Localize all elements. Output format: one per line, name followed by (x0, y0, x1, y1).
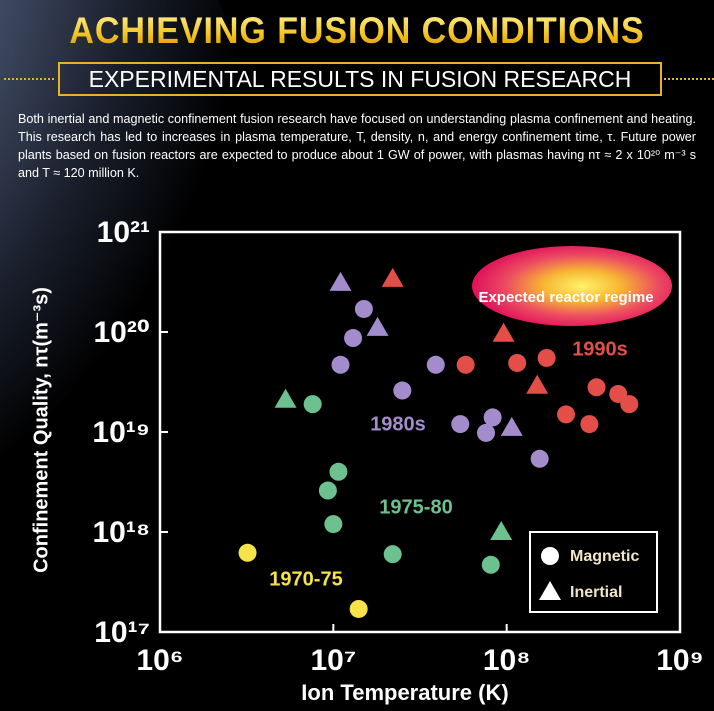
data-point (451, 415, 469, 433)
data-point (588, 378, 606, 396)
x-axis-label: Ion Temperature (K) (301, 680, 508, 705)
data-point (393, 382, 411, 400)
y-tick-label: 10²⁰ (94, 316, 151, 349)
data-point (382, 268, 404, 287)
y-tick-label: 10¹⁹ (92, 416, 150, 449)
data-point (508, 354, 526, 372)
data-point (304, 395, 322, 413)
data-point (501, 417, 523, 436)
series-label: 1975-80 (379, 496, 452, 518)
data-point (324, 515, 342, 533)
chart: Expected reactor regime Ion Temperature … (0, 0, 714, 711)
annotation: Expected reactor regime (478, 289, 653, 306)
data-point (457, 356, 475, 374)
x-tick-label: 10⁷ (310, 644, 356, 677)
data-point (427, 356, 445, 374)
data-point (319, 482, 337, 500)
legend-label: Magnetic (570, 548, 639, 565)
data-point (620, 395, 638, 413)
y-tick-label: 10¹⁸ (92, 516, 150, 549)
data-point (367, 317, 389, 336)
data-point (355, 300, 373, 318)
data-point (330, 272, 352, 291)
data-point (239, 544, 257, 562)
data-point (557, 405, 575, 423)
series-label: 1980s (370, 413, 426, 435)
reactor-regime (472, 246, 672, 326)
legend-label: Inertial (570, 584, 622, 601)
data-point (384, 545, 402, 563)
data-point (493, 323, 515, 342)
data-point (275, 389, 297, 408)
data-point (484, 408, 502, 426)
y-tick-label: 10²¹ (97, 216, 150, 249)
data-point (350, 600, 368, 618)
series-label: 1990s (572, 338, 628, 360)
y-axis-label: Confinement Quality, nτ(m⁻³s) (30, 287, 52, 573)
data-point (332, 356, 350, 374)
data-point (538, 349, 556, 367)
data-point (580, 415, 598, 433)
x-tick-label: 10⁹ (656, 644, 704, 677)
data-point (329, 463, 347, 481)
data-point (531, 450, 549, 468)
data-point (490, 521, 512, 540)
legend-marker (541, 547, 559, 565)
data-point (526, 375, 548, 394)
x-tick-label: 10⁸ (483, 644, 531, 677)
y-tick-label: 10¹⁷ (94, 616, 150, 649)
data-point (344, 329, 362, 347)
page: ACHIEVING FUSION CONDITIONS EXPERIMENTAL… (0, 0, 714, 711)
series-label: 1970-75 (269, 568, 342, 590)
data-point (477, 424, 495, 442)
data-point (482, 556, 500, 574)
